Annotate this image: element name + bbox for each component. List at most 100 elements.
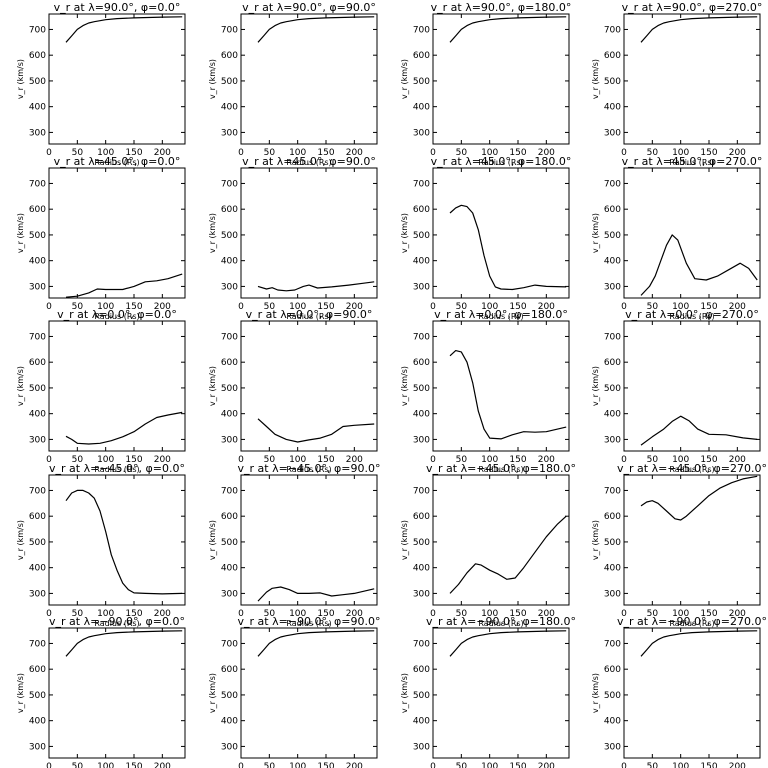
y-tick-label: 300 bbox=[604, 742, 621, 752]
y-tick-label: 700 bbox=[413, 179, 430, 189]
y-tick-label: 600 bbox=[29, 205, 46, 215]
y-tick-label: 500 bbox=[221, 691, 238, 701]
x-tick-label: 50 bbox=[264, 302, 276, 312]
y-tick-label: 600 bbox=[29, 665, 46, 675]
x-tick-label: 100 bbox=[672, 609, 689, 619]
x-tick-label: 0 bbox=[238, 302, 244, 312]
x-tick-label: 200 bbox=[729, 455, 746, 465]
panel: v_r at λ=0.0°, φ=0.0° 0 50 100 150 200 300 400 5… bbox=[16, 308, 186, 474]
plot-frame bbox=[48, 320, 186, 452]
x-tick-label: 200 bbox=[154, 609, 171, 619]
y-tick-label: 600 bbox=[221, 205, 238, 215]
panel: v_r at λ=0.0°, φ=180.0° 0 50 100 150 200 300 40… bbox=[400, 308, 570, 474]
x-tick-label: 50 bbox=[647, 762, 659, 768]
y-tick-label: 400 bbox=[604, 717, 621, 727]
x-tick-label: 0 bbox=[46, 148, 52, 158]
x-tick-label: 200 bbox=[346, 148, 363, 158]
x-tick-label: 100 bbox=[481, 762, 498, 768]
y-tick-label: 700 bbox=[413, 639, 430, 649]
panel: v_r at λ=−45.0°, φ=90.0° 0 50 100 150 200 300 4… bbox=[208, 462, 380, 628]
panel-title: v_r at λ=90.0°, φ=0.0° bbox=[54, 1, 181, 14]
panel: v_r at λ=45.0°, φ=90.0° 0 50 100 150 200 300 40… bbox=[208, 155, 378, 321]
y-tick-label: 400 bbox=[604, 257, 621, 267]
x-tick-label: 200 bbox=[538, 609, 555, 619]
x-tick-label: 100 bbox=[672, 455, 689, 465]
series-line bbox=[640, 475, 758, 521]
panel-title: v_r at λ=−90.0°, φ=0.0° bbox=[49, 615, 185, 628]
panel: v_r at λ=90.0°, φ=90.0° 0 50 100 150 200 300 40… bbox=[208, 1, 378, 167]
y-axis-label: v_r (km/s) bbox=[208, 673, 217, 713]
plot-frame bbox=[240, 474, 378, 606]
x-tick-label: 50 bbox=[264, 455, 276, 465]
panel: v_r at λ=90.0°, φ=180.0° 0 50 100 150 200 300 4… bbox=[400, 1, 571, 167]
y-tick-label: 500 bbox=[29, 691, 46, 701]
panel-title: v_r at λ=0.0°, φ=180.0° bbox=[434, 308, 568, 321]
panel: v_r at λ=−45.0°, φ=0.0° 0 50 100 150 200 300 40… bbox=[16, 462, 186, 628]
x-tick-label: 0 bbox=[621, 302, 627, 312]
y-tick-label: 500 bbox=[413, 538, 430, 548]
y-tick-label: 700 bbox=[29, 332, 46, 342]
x-tick-label: 100 bbox=[481, 455, 498, 465]
panel-title: v_r at λ=−90.0°, φ=180.0° bbox=[426, 615, 576, 628]
y-axis-label: v_r (km/s) bbox=[16, 213, 25, 253]
plot-frame bbox=[623, 627, 761, 759]
y-tick-label: 700 bbox=[29, 486, 46, 496]
plot-frame bbox=[432, 13, 570, 145]
panel-title: v_r at λ=−90.0°, φ=90.0° bbox=[238, 615, 381, 628]
y-tick-label: 400 bbox=[604, 564, 621, 574]
y-tick-label: 300 bbox=[29, 589, 46, 599]
y-axis-label: v_r (km/s) bbox=[208, 520, 217, 560]
y-axis-label: v_r (km/s) bbox=[591, 366, 600, 406]
y-tick-label: 400 bbox=[413, 257, 430, 267]
y-tick-label: 700 bbox=[221, 179, 238, 189]
panel: v_r at λ=0.0°, φ=270.0° 0 50 100 150 200 300 40… bbox=[591, 308, 761, 474]
series-line bbox=[65, 630, 183, 657]
y-axis-label: v_r (km/s) bbox=[16, 59, 25, 99]
y-tick-label: 400 bbox=[413, 717, 430, 727]
y-tick-label: 700 bbox=[221, 486, 238, 496]
y-tick-label: 700 bbox=[221, 639, 238, 649]
x-tick-label: 150 bbox=[125, 609, 142, 619]
x-tick-label: 0 bbox=[621, 609, 627, 619]
x-tick-label: 50 bbox=[456, 302, 468, 312]
y-tick-label: 500 bbox=[29, 77, 46, 87]
x-tick-label: 100 bbox=[672, 148, 689, 158]
y-tick-label: 600 bbox=[29, 51, 46, 61]
y-axis-label: v_r (km/s) bbox=[591, 673, 600, 713]
y-tick-label: 700 bbox=[29, 179, 46, 189]
y-tick-label: 300 bbox=[413, 742, 430, 752]
x-axis-label: Radius (Rs) bbox=[286, 465, 331, 474]
y-tick-label: 500 bbox=[413, 77, 430, 87]
series-line bbox=[449, 630, 567, 657]
x-tick-label: 0 bbox=[238, 609, 244, 619]
plot-frame bbox=[432, 167, 570, 299]
x-tick-label: 100 bbox=[97, 762, 114, 768]
x-axis-label: Radius (Rs) bbox=[94, 158, 139, 167]
y-tick-label: 700 bbox=[221, 25, 238, 35]
y-tick-label: 400 bbox=[604, 410, 621, 420]
panel: v_r at λ=−45.0°, φ=270.0° 0 50 100 150 200 300… bbox=[591, 462, 767, 628]
y-tick-label: 500 bbox=[29, 231, 46, 241]
x-axis-label: Radius (Rs) bbox=[669, 465, 714, 474]
y-axis-label: v_r (km/s) bbox=[208, 213, 217, 253]
series-line bbox=[449, 350, 567, 440]
y-tick-label: 700 bbox=[604, 332, 621, 342]
y-tick-label: 600 bbox=[221, 665, 238, 675]
x-tick-label: 200 bbox=[154, 302, 171, 312]
y-tick-label: 700 bbox=[29, 25, 46, 35]
y-tick-label: 400 bbox=[221, 257, 238, 267]
panel-title: v_r at λ=−90.0°, φ=270.0° bbox=[617, 615, 767, 628]
y-tick-label: 700 bbox=[604, 486, 621, 496]
x-axis-label: Radius (Rs) bbox=[478, 619, 523, 628]
x-axis-label: Radius (Rs) bbox=[478, 158, 523, 167]
x-tick-label: 0 bbox=[46, 455, 52, 465]
x-tick-label: 50 bbox=[456, 455, 468, 465]
panel-title: v_r at λ=90.0°, φ=90.0° bbox=[242, 1, 376, 14]
x-tick-label: 0 bbox=[430, 148, 436, 158]
panel: v_r at λ=−90.0°, φ=180.0° 0 50 100 150 200 300… bbox=[400, 615, 576, 768]
y-axis-label: v_r (km/s) bbox=[400, 520, 409, 560]
x-tick-label: 50 bbox=[456, 148, 468, 158]
series-line bbox=[257, 16, 375, 43]
x-tick-label: 100 bbox=[672, 302, 689, 312]
y-tick-label: 300 bbox=[221, 282, 238, 292]
